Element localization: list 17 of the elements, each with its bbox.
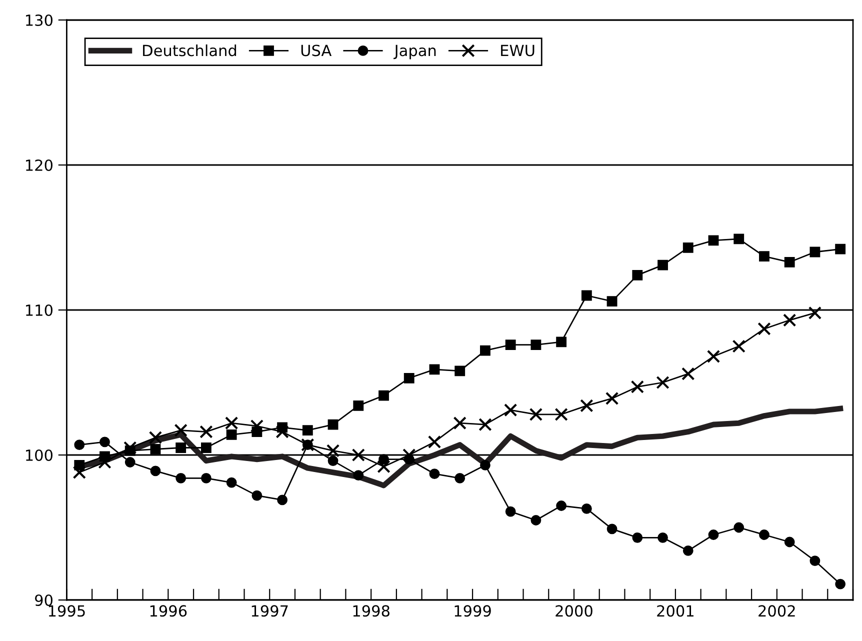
y-tick-label: 120 bbox=[26, 159, 52, 172]
x-tick-label: 1996 bbox=[150, 605, 187, 617]
x-tick-label: 2002 bbox=[758, 605, 795, 617]
x-tick-label: 2001 bbox=[657, 605, 694, 617]
legend-label: Deutschland bbox=[143, 44, 236, 56]
x-tick-label: 1997 bbox=[252, 605, 288, 617]
legend-label: EWU bbox=[501, 44, 534, 56]
legend-label: USA bbox=[301, 44, 332, 56]
x-tick-label: 2000 bbox=[556, 605, 592, 617]
y-tick-label: 130 bbox=[26, 14, 52, 26]
legend-label: Japan bbox=[394, 44, 436, 60]
y-tick-label: 110 bbox=[26, 304, 52, 316]
x-tick-label: 1999 bbox=[454, 605, 491, 617]
x-tick-label: 1995 bbox=[48, 605, 85, 617]
y-tick-label: 90 bbox=[35, 594, 52, 606]
y-tick-label: 100 bbox=[26, 449, 52, 462]
x-tick-label: 1998 bbox=[353, 605, 390, 617]
